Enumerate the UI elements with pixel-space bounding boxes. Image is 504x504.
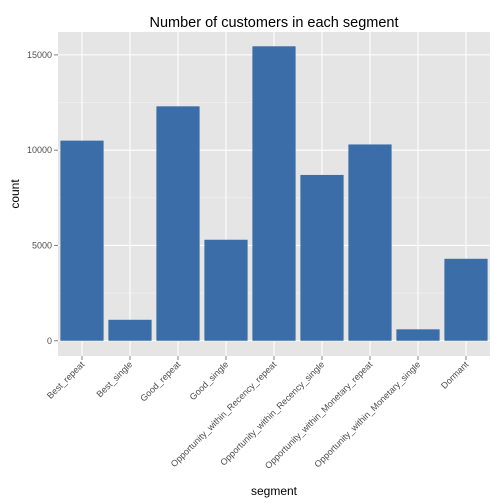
x-tick-label: Opportunity_within_Recency_single [218, 359, 326, 467]
y-tick-label: 15000 [27, 50, 52, 60]
y-tick-label: 0 [47, 336, 52, 346]
x-tick-label: Dormant [439, 359, 471, 391]
bar [348, 144, 392, 341]
x-tick-label: Best_repeat [45, 359, 87, 401]
x-tick-label: Opportunity_within_Monetary_repeat [263, 359, 375, 471]
y-axis-title: count [8, 179, 22, 209]
x-tick-label: Good_repeat [138, 359, 183, 404]
bar [60, 140, 104, 341]
y-tick-label: 10000 [27, 145, 52, 155]
x-tick-label: Best_single [94, 359, 134, 399]
x-tick-label: Opportunity_within_Recency_repeat [169, 359, 279, 469]
x-tick-label: Opportunity_within_Monetary_single [312, 359, 422, 469]
x-axis: Best_repeat Best_single Good_repeat Good_si… [45, 356, 471, 471]
y-tick-label: 5000 [32, 240, 52, 250]
bar [252, 46, 296, 341]
x-tick-label: Good_single [188, 359, 231, 402]
bar [156, 106, 200, 341]
chart-title: Number of customers in each segment [149, 15, 398, 31]
bars [60, 46, 488, 341]
x-axis-title: segment [251, 484, 298, 498]
bar [108, 319, 152, 341]
bar [204, 239, 248, 341]
bar [396, 329, 440, 341]
bar [300, 174, 344, 341]
bar [444, 258, 488, 341]
y-axis: 0 5000 10000 15000 [27, 50, 58, 346]
